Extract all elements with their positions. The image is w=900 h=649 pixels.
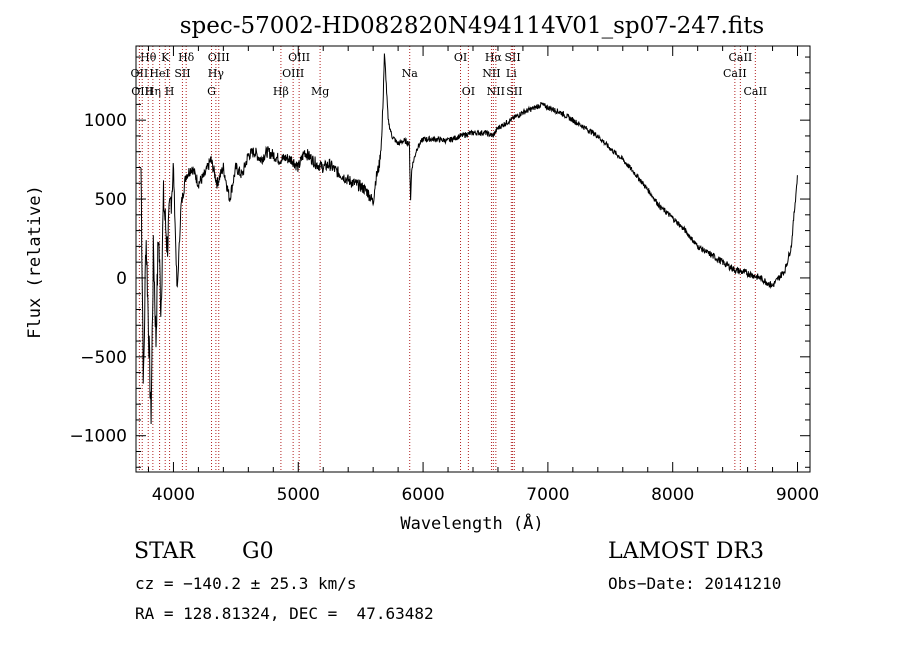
x-tick-label: 4000 (152, 485, 195, 505)
spectral-line-label: OIII (208, 51, 230, 64)
spectral-line-label: G (207, 85, 216, 98)
spectral-line-label: OI (462, 85, 475, 98)
spectral-line-label: Li (506, 67, 517, 80)
y-tick-label: 1000 (84, 111, 127, 131)
chart-title: spec-57002-HD082820N494114V01_sp07-247.f… (180, 13, 765, 39)
spectral-line-label: CaII (729, 51, 753, 64)
survey-name: LAMOST DR3 (608, 539, 764, 564)
spectral-line-label: Hθ (140, 51, 157, 64)
x-tick-label: 6000 (401, 485, 444, 505)
spectral-line-label: CaII (723, 67, 747, 80)
x-tick-label: 8000 (651, 485, 694, 505)
coordinates: RA = 128.81324, DEC = 47.63482 (135, 604, 434, 623)
spectral-line-label: SII (506, 85, 522, 98)
object-subclass: G0 (242, 539, 274, 564)
x-tick-label: 9000 (776, 485, 819, 505)
spectral-line-label: Hα (485, 51, 503, 64)
y-axis-label: Flux (relative) (25, 185, 45, 339)
spectral-line-label: Na (402, 67, 419, 80)
spectral-line-label: Hδ (178, 51, 195, 64)
spectral-line-label: OIII (282, 67, 304, 80)
spectral-line-label: OI (454, 51, 467, 64)
y-tick-label: −1000 (69, 427, 127, 447)
spectral-line-label: CaII (743, 85, 767, 98)
spectral-line-label: HeI (149, 67, 169, 80)
spectral-line-label: Hβ (273, 85, 289, 98)
spectral-line-label: SII (504, 51, 520, 64)
spectral-line-label: SII (174, 67, 190, 80)
spectral-line-label: OIII (288, 51, 310, 64)
y-tick-label: 500 (95, 190, 127, 210)
x-tick-label: 7000 (526, 485, 569, 505)
spectrum-series-line (140, 53, 798, 425)
plot-frame (135, 45, 811, 473)
spectral-line-label: Hη (145, 85, 161, 98)
axes: 4000 5000 6000 7000 8000 9000 −1000 −500 0 500 100… (69, 46, 819, 505)
y-tick-label: 0 (116, 269, 127, 289)
x-axis-label: Wavelength (Å) (400, 512, 543, 534)
spectral-line-label: NII (482, 67, 500, 80)
spectral-line-label: NII (487, 85, 505, 98)
spectral-line-label: K (161, 51, 170, 64)
x-tick-label: 5000 (277, 485, 320, 505)
spectral-line-label: Mg (311, 85, 329, 98)
redshift-cz: cz = −140.2 ± 25.3 km/s (135, 574, 357, 593)
spectral-line-label: Hγ (208, 67, 225, 80)
y-tick-label: −500 (80, 348, 127, 368)
object-type: STAR (134, 539, 195, 564)
observation-date: Obs−Date: 20141210 (608, 574, 782, 593)
spectral-line-label: OII (131, 67, 149, 80)
spectral-line-label: H (165, 85, 175, 98)
